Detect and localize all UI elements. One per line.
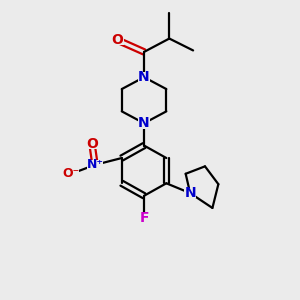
FancyBboxPatch shape (138, 118, 150, 129)
Text: N⁺: N⁺ (86, 158, 103, 171)
FancyBboxPatch shape (138, 72, 150, 83)
Text: O: O (111, 33, 123, 47)
Text: O: O (86, 137, 98, 151)
Text: N: N (138, 70, 150, 84)
FancyBboxPatch shape (63, 168, 80, 179)
Text: N: N (138, 116, 150, 130)
Text: F: F (139, 212, 149, 225)
FancyBboxPatch shape (139, 213, 149, 224)
FancyBboxPatch shape (184, 188, 196, 198)
Text: O⁻: O⁻ (63, 167, 80, 180)
FancyBboxPatch shape (86, 139, 98, 149)
FancyBboxPatch shape (87, 160, 103, 170)
FancyBboxPatch shape (111, 35, 124, 45)
Text: N: N (184, 186, 196, 200)
